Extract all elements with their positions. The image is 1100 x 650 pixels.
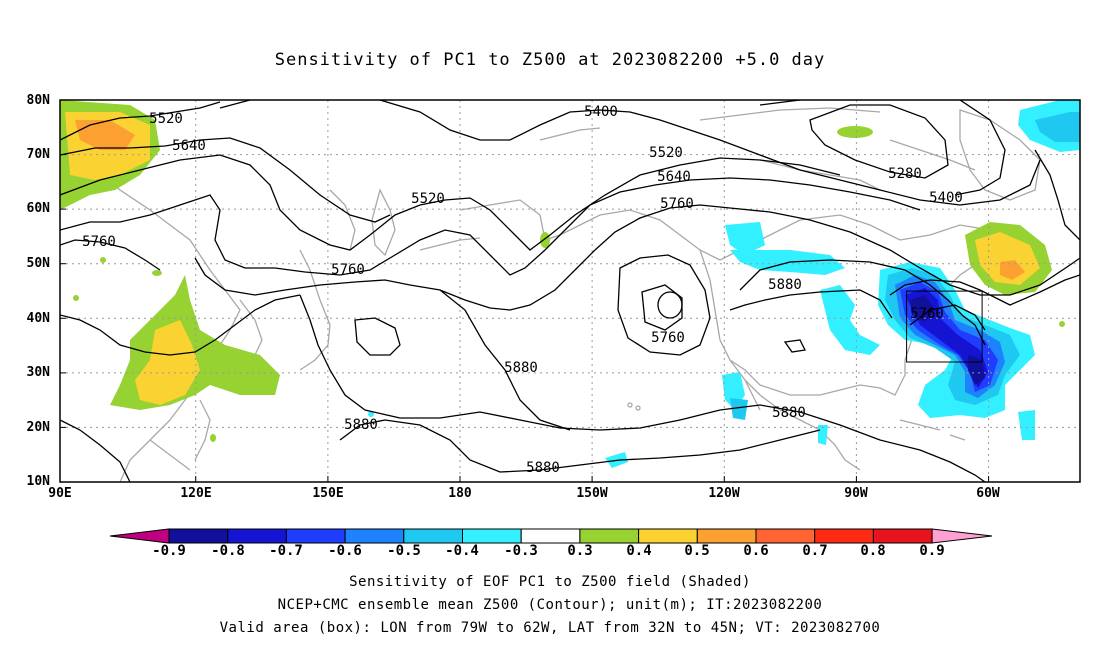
lat-label: 30N [26,365,50,380]
colorbar-label: 0.9 [919,543,945,559]
colorbar-label: 0.7 [802,543,828,559]
colorbar [109,528,993,544]
colorbar-label: -0.6 [328,543,362,559]
lon-label: 150W [576,486,608,501]
colorbar-label: 0.8 [860,543,886,559]
contour-label: 5640 [657,169,691,185]
plot-frame [59,99,1081,483]
lon-label: 60W [976,486,1000,501]
lat-label: 60N [26,201,50,216]
axis-ticks [60,154,990,482]
contour-label: 5760 [82,234,116,250]
caption-line-3: Valid area (box): LON from 79W to 62W, L… [219,620,881,636]
lat-label: 40N [26,311,50,326]
map-title: Sensitivity of PC1 to Z500 at 2023082200… [274,50,826,70]
colorbar-label: 0.4 [626,543,652,559]
contour-label: 5400 [929,190,963,206]
colorbar-cell [462,528,522,544]
colorbar-label: 0.6 [743,543,769,559]
grid-lines [60,100,1080,482]
contour-label: 5520 [149,111,183,127]
lat-label: 80N [26,93,50,108]
colorbar-label: -0.3 [504,543,538,559]
colorbar-cell [109,528,170,544]
colorbar-label: 0.5 [684,543,710,559]
colorbar-label: -0.9 [152,543,186,559]
contour-label: 5880 [768,277,802,293]
colorbar-cell [520,528,581,544]
lon-label: 120E [180,486,212,501]
contour-label: 5880 [504,360,538,376]
colorbar-cell [227,528,287,544]
colorbar-label: -0.5 [387,543,421,559]
valid-area-box [906,290,983,363]
contour-label: 5640 [172,138,206,154]
colorbar-label: -0.8 [211,543,245,559]
contour-label: 5520 [649,145,683,161]
colorbar-label: -0.4 [445,543,479,559]
contour-label: 5880 [344,417,378,433]
z500-contours [60,100,1080,482]
lon-label: 120W [708,486,740,501]
colorbar-label: -0.7 [269,543,303,559]
lat-label: 20N [26,420,50,435]
colorbar-cell [579,528,640,544]
lon-label: 150E [312,486,344,501]
contour-label: 5760 [651,330,685,346]
contour-label: 5280 [888,166,922,182]
contour-label: 5880 [772,405,806,421]
contour-label: 5760 [660,196,694,212]
colorbar-cell [696,528,757,544]
lon-label: 90W [844,486,868,501]
lon-label: 90E [48,486,72,501]
contour-label-group: 5520 5640 5760 5520 5760 5400 5520 5640 … [82,104,963,476]
shading-positive [60,100,1065,442]
colorbar-cell [755,528,816,544]
lat-label: 10N [26,474,50,489]
lon-label: 180 [448,486,472,501]
colorbar-cell [814,528,874,544]
contour-label: 5760 [910,306,944,322]
colorbar-cell [344,528,405,544]
colorbar-cell [638,528,698,544]
lat-label: 70N [26,147,50,162]
colorbar-cell [168,528,229,544]
contour-label: 5400 [584,104,618,120]
colorbar-cell [285,528,346,544]
contour-label: 5520 [411,191,445,207]
contour-label: 5760 [331,262,365,278]
contour-label: 5880 [526,460,560,476]
colorbar-cell [931,528,993,544]
caption-line-1: Sensitivity of EOF PC1 to Z500 field (Sh… [349,574,751,590]
lat-label: 50N [26,256,50,271]
colorbar-label: 0.3 [567,543,593,559]
colorbar-cell [403,528,463,544]
caption-line-2: NCEP+CMC ensemble mean Z500 (Contour); u… [277,597,823,613]
colorbar-cell [872,528,933,544]
